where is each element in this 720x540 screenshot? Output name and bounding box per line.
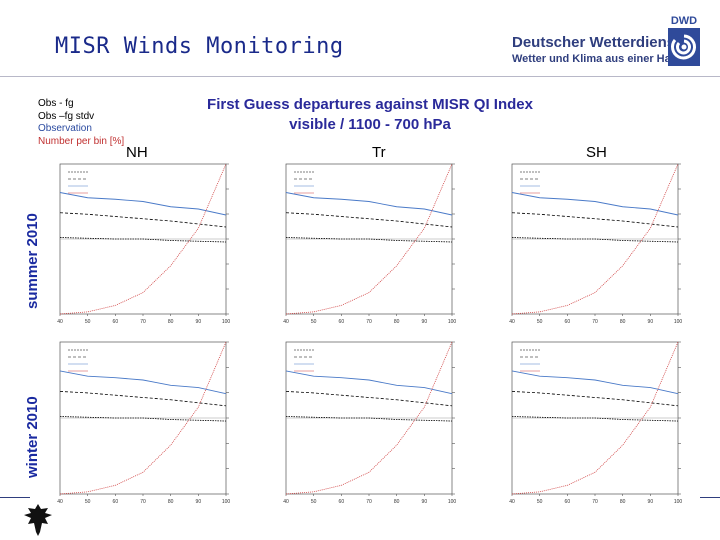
x-tick-label-6: 100	[448, 499, 457, 505]
x-tick-label-5: 90	[648, 319, 654, 325]
brand-slogan: Wetter und Klima aus einer Hand	[512, 53, 685, 65]
x-tick-label-0: 40	[283, 499, 289, 505]
x-tick-label-5: 90	[196, 319, 202, 325]
panel-summer-nh: 40 50 60 70 80 90 100	[57, 163, 231, 325]
x-tick-label-3: 70	[592, 319, 598, 325]
series-obs-fg-stdv	[511, 391, 679, 407]
series-number-per-bin	[285, 163, 453, 315]
x-tick-label-4: 80	[394, 499, 400, 505]
x-tick-label-0: 40	[509, 319, 515, 325]
x-tick-label-4: 80	[620, 319, 626, 325]
series-obs-fg-stdv	[59, 212, 227, 228]
column-label-sh: SH	[586, 144, 607, 161]
series-obs-fg-stdv	[511, 212, 679, 228]
x-tick-label-0: 40	[283, 319, 289, 325]
x-tick-label-6: 100	[674, 319, 683, 325]
x-tick-label-1: 50	[537, 499, 543, 505]
x-tick-label-4: 80	[168, 319, 174, 325]
x-tick-label-6: 100	[222, 319, 231, 325]
series-observation	[511, 192, 679, 216]
series-obs-fg-stdv	[285, 212, 453, 228]
series-obs-fg	[285, 237, 453, 243]
series-observation	[59, 192, 227, 216]
legend-item-stdv: Obs –fg stdv	[38, 110, 95, 122]
x-tick-label-6: 100	[222, 499, 231, 505]
column-label-tr: Tr	[372, 144, 386, 161]
x-tick-label-6: 100	[448, 319, 457, 325]
series-obs-fg-stdv	[59, 391, 227, 407]
x-tick-label-4: 80	[394, 319, 400, 325]
series-observation	[285, 192, 453, 216]
series-obs-fg	[285, 416, 453, 422]
page-title: MISR Winds Monitoring	[55, 34, 344, 59]
series-obs-fg	[59, 416, 227, 422]
subtitle-line-1: First Guess departures against MISR QI I…	[207, 96, 533, 113]
series-obs-fg-stdv	[285, 391, 453, 407]
legend-item-dep: Obs - fg	[38, 98, 74, 109]
dwd-logo-icon: DWD	[668, 15, 700, 66]
series-obs-fg	[511, 237, 679, 243]
x-tick-label-3: 70	[140, 499, 146, 505]
panel-winter-tr: 40 50 60 70 80 90 100	[283, 341, 457, 505]
footer-rule-left	[0, 497, 30, 498]
x-tick-label-1: 50	[537, 319, 543, 325]
panel-summer-sh: 40 50 60 70 80 90 100	[509, 163, 683, 325]
series-observation	[511, 370, 679, 395]
series-observation	[285, 370, 453, 395]
footer-rule-right	[700, 497, 720, 498]
x-tick-label-0: 40	[57, 319, 63, 325]
x-tick-label-1: 50	[311, 499, 317, 505]
dwd-logo-text: DWD	[671, 15, 697, 27]
row-label-winter: winter 2010	[24, 396, 41, 478]
series-observation	[59, 370, 227, 395]
x-tick-label-2: 60	[565, 499, 571, 505]
row-label-summer: summer 2010	[24, 213, 41, 309]
x-tick-label-5: 90	[422, 319, 428, 325]
legend: Obs - fg Obs –fg stdv Observation Number…	[38, 98, 124, 148]
column-label-nh: NH	[126, 144, 148, 161]
x-tick-label-2: 60	[339, 499, 345, 505]
panel-winter-sh: 40 50 60 70 80 90 100	[509, 341, 683, 505]
x-tick-label-5: 90	[648, 499, 654, 505]
x-tick-label-3: 70	[140, 319, 146, 325]
series-obs-fg	[511, 416, 679, 422]
panel-winter-nh: 40 50 60 70 80 90 100	[57, 341, 231, 505]
x-tick-label-1: 50	[85, 499, 91, 505]
federal-eagle-icon	[24, 504, 52, 536]
x-tick-label-0: 40	[509, 499, 515, 505]
x-tick-label-3: 70	[366, 499, 372, 505]
series-number-per-bin	[511, 163, 679, 315]
subtitle-line-2: visible / 1100 - 700 hPa	[289, 116, 451, 133]
x-tick-label-4: 80	[620, 499, 626, 505]
panel-summer-tr: 40 50 60 70 80 90 100	[283, 163, 457, 325]
x-tick-label-2: 60	[565, 319, 571, 325]
x-tick-label-2: 60	[113, 319, 119, 325]
brand-name: Deutscher Wetterdienst	[512, 34, 681, 51]
header-divider	[0, 76, 720, 77]
x-tick-label-1: 50	[85, 319, 91, 325]
series-number-per-bin	[59, 341, 227, 495]
x-tick-label-4: 80	[168, 499, 174, 505]
series-number-per-bin	[511, 341, 679, 495]
x-tick-label-3: 70	[592, 499, 598, 505]
x-tick-label-5: 90	[422, 499, 428, 505]
x-tick-label-0: 40	[57, 499, 63, 505]
dwd-brand: Deutscher Wetterdienst Wetter und Klima …	[512, 34, 684, 65]
legend-item-count: Number per bin [%]	[38, 135, 125, 147]
legend-item-obs: Observation	[38, 123, 92, 134]
x-tick-label-6: 100	[674, 499, 683, 505]
x-tick-label-3: 70	[366, 319, 372, 325]
series-number-per-bin	[59, 163, 227, 315]
chart-subtitle: First Guess departures against MISR QI I…	[160, 95, 580, 135]
x-tick-label-2: 60	[113, 499, 119, 505]
series-number-per-bin	[285, 341, 453, 495]
x-tick-label-2: 60	[339, 319, 345, 325]
x-tick-label-5: 90	[196, 499, 202, 505]
series-obs-fg	[59, 237, 227, 243]
x-tick-label-1: 50	[311, 319, 317, 325]
